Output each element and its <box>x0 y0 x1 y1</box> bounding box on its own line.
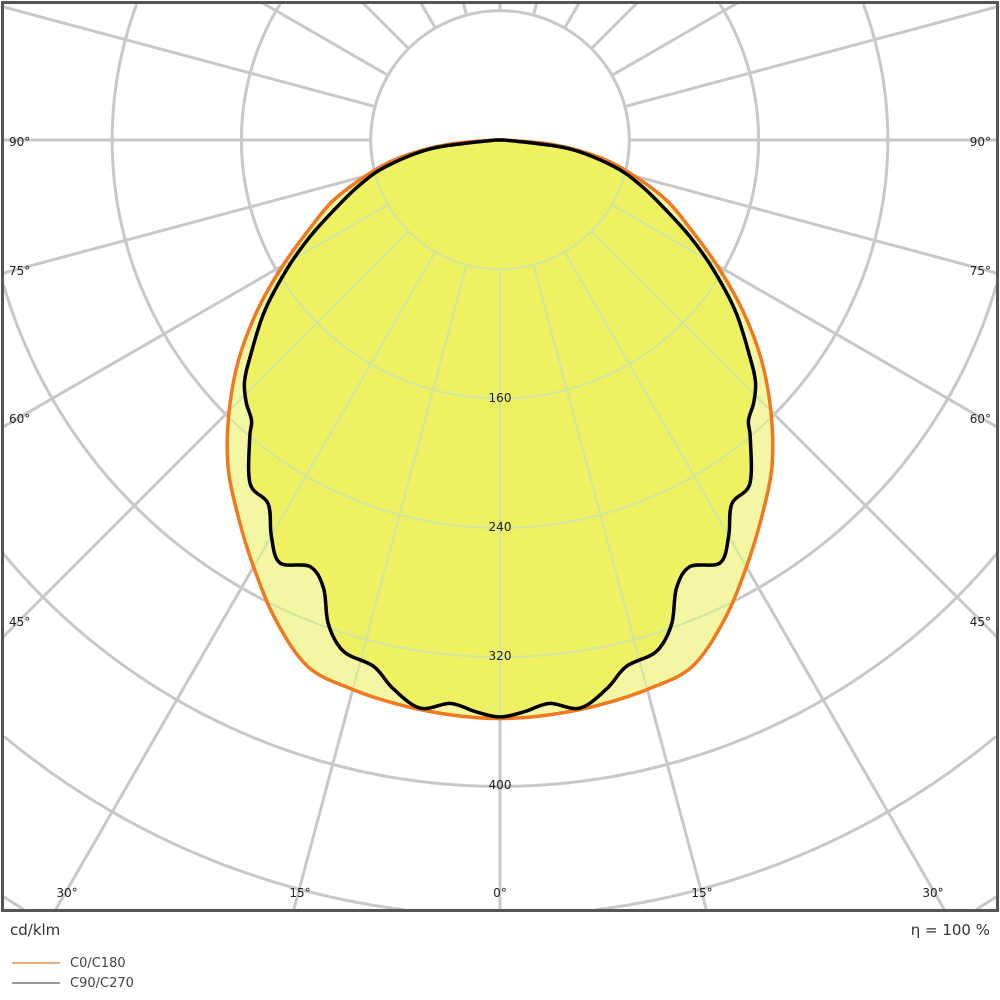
angle-label-left: 45° <box>9 615 31 629</box>
grid-spoke <box>532 2 539 16</box>
grid-spoke <box>2 172 376 275</box>
plot-frame <box>1 1 999 912</box>
grid-spoke <box>261 1 389 77</box>
grid-spoke <box>2 5 376 108</box>
legend-swatch <box>12 982 60 984</box>
grid-spoke <box>227 230 410 638</box>
grid-spoke <box>563 2 581 29</box>
grid-ring <box>227 284 773 659</box>
grid-spoke <box>419 2 437 29</box>
efficiency-label: η = 100 % <box>910 921 990 939</box>
grid-spoke <box>590 1 639 50</box>
grid-ring <box>227 140 773 529</box>
legend-label: C90/C270 <box>70 975 134 991</box>
angle-label-right: 60° <box>969 412 991 426</box>
angle-label-left: 90° <box>9 135 31 149</box>
angle-label-right: 90° <box>969 135 991 149</box>
grid-spoke <box>624 5 998 108</box>
polar-plot <box>1 1 999 912</box>
grid-spoke <box>361 1 410 50</box>
legend-item-c0-c180: C0/C180 <box>12 953 126 973</box>
radial-tick-label: 400 <box>488 778 512 793</box>
angle-label-bottom: 30° <box>922 886 944 900</box>
angle-label-left: 60° <box>9 412 31 426</box>
grid-spoke <box>227 203 389 428</box>
angle-label-bottom: 15° <box>691 886 713 900</box>
grid-spoke <box>611 1 739 77</box>
angle-label-right: 75° <box>969 264 991 278</box>
angle-label-right: 45° <box>969 615 991 629</box>
radial-tick-label: 320 <box>488 649 512 664</box>
legend-label: C0/C180 <box>70 955 126 971</box>
angle-label-bottom: 30° <box>56 886 78 900</box>
angle-label-left: 75° <box>9 264 31 278</box>
legend-swatch <box>12 962 60 964</box>
unit-label: cd/klm <box>10 921 61 939</box>
series-line-c90-c270 <box>242 138 758 719</box>
angle-label-bottom: 15° <box>289 886 311 900</box>
grid-spoke <box>292 264 468 719</box>
grid-spoke <box>590 230 773 638</box>
grid-spoke <box>624 172 998 275</box>
grid-spoke <box>532 264 708 719</box>
grid-spoke <box>461 2 468 16</box>
grid-ring <box>2 895 998 911</box>
grid-ring <box>3 735 997 912</box>
grid-ring <box>1 552 999 788</box>
angle-label-bottom: 0° <box>493 886 507 900</box>
radial-tick-label: 240 <box>488 519 512 534</box>
radial-tick-label: 160 <box>488 390 512 405</box>
legend-item-c90-c270: C90/C270 <box>12 973 134 993</box>
grid-spoke <box>611 203 773 428</box>
